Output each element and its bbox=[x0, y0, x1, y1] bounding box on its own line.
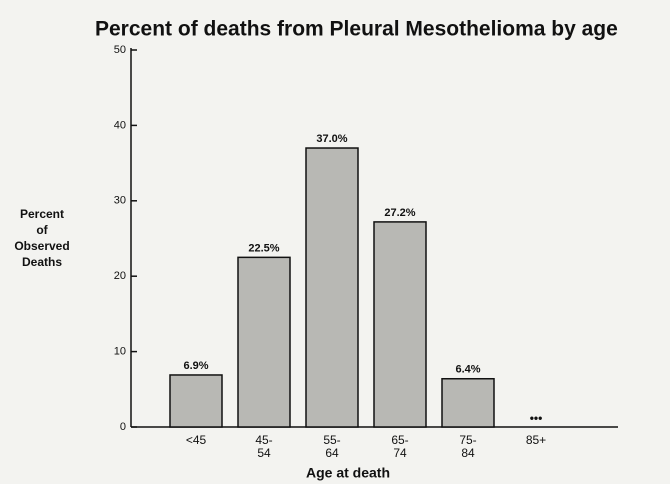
y-axis-label: Percent bbox=[20, 207, 64, 221]
y-axis-label: Observed bbox=[14, 239, 69, 253]
x-tick-label-line: 54 bbox=[257, 446, 271, 460]
y-tick-label: 20 bbox=[114, 270, 126, 282]
x-tick-label-line: 84 bbox=[461, 446, 475, 460]
x-tick-label: 55-64 bbox=[323, 433, 340, 460]
x-tick-label-line: 85+ bbox=[526, 433, 546, 447]
y-tick-label: 50 bbox=[114, 44, 126, 56]
y-tick-label: 40 bbox=[114, 119, 126, 131]
y-tick-label: 30 bbox=[114, 195, 126, 207]
bar bbox=[305, 147, 359, 428]
x-axis-label: Age at death bbox=[306, 465, 390, 481]
x-tick-label-line: <45 bbox=[186, 433, 207, 447]
value-label: 6.4% bbox=[455, 364, 480, 376]
y-tick-label: 0 bbox=[120, 421, 126, 433]
value-label: 6.9% bbox=[183, 360, 208, 372]
y-tick-label: 10 bbox=[114, 346, 126, 358]
bar bbox=[373, 221, 427, 428]
x-tick-label-line: 55- bbox=[323, 433, 340, 447]
x-tick-label: 85+ bbox=[526, 433, 546, 447]
x-tick-label: 65-74 bbox=[391, 433, 408, 460]
y-axis-label: of bbox=[36, 223, 48, 237]
x-tick-label-line: 74 bbox=[393, 446, 407, 460]
x-tick-label-line: 65- bbox=[391, 433, 408, 447]
x-tick-label-line: 64 bbox=[325, 446, 339, 460]
value-label: 27.2% bbox=[384, 207, 415, 219]
bar bbox=[237, 256, 291, 428]
x-tick-label-line: 75- bbox=[459, 433, 476, 447]
x-tick-label: <45 bbox=[186, 433, 207, 447]
value-label: 37.0% bbox=[316, 133, 347, 145]
bar bbox=[441, 377, 495, 428]
y-axis-label: Deaths bbox=[22, 255, 62, 269]
value-label: 22.5% bbox=[248, 242, 279, 254]
x-tick-label: 75-84 bbox=[459, 433, 476, 460]
chart-title: Percent of deaths from Pleural Mesotheli… bbox=[95, 18, 618, 41]
x-tick-label-line: 45- bbox=[255, 433, 272, 447]
bar bbox=[169, 374, 223, 428]
annotation: ••• bbox=[530, 411, 543, 425]
x-tick-label: 45-54 bbox=[255, 433, 272, 460]
